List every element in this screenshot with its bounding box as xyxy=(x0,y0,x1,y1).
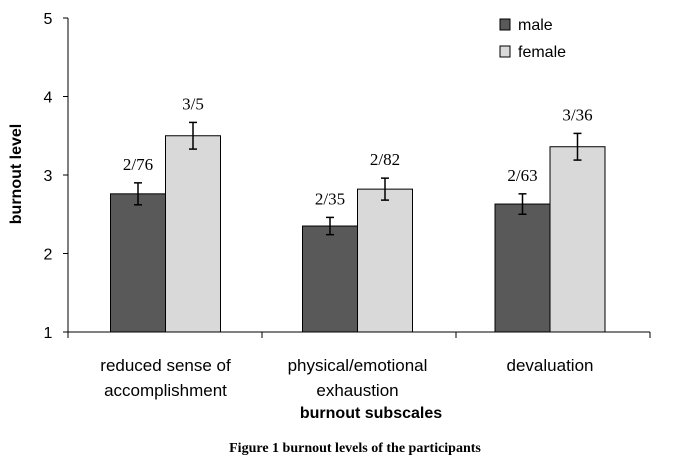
legend-swatch-female xyxy=(499,45,511,58)
category-label: devaluation xyxy=(507,356,594,375)
y-tick-label: 4 xyxy=(44,90,53,107)
data-label-female: 3/5 xyxy=(182,94,204,113)
category-label: reduced sense of xyxy=(100,356,231,375)
category-label: accomplishment xyxy=(104,381,227,400)
y-tick-label: 1 xyxy=(44,325,53,342)
legend-swatch-male xyxy=(499,18,511,31)
error-bars xyxy=(134,121,582,236)
figure-caption: Figure 1 burnout levels of the participa… xyxy=(229,441,481,456)
data-label-male: 2/63 xyxy=(507,166,537,185)
y-axis: 1 2 3 4 5 xyxy=(44,11,69,342)
category-label: physical/emotional xyxy=(288,356,428,375)
bar-female xyxy=(165,135,221,333)
bar-female xyxy=(549,146,606,333)
data-labels: 2/76 2/35 2/63 3/5 2/82 3/36 xyxy=(123,94,593,208)
x-axis-title: burnout subscales xyxy=(300,405,442,422)
bar-male xyxy=(494,203,551,333)
x-axis: reduced sense of accomplishment physical/e… xyxy=(67,331,651,400)
data-label-male: 2/35 xyxy=(315,189,345,208)
legend: male female xyxy=(499,17,566,61)
bar-female xyxy=(357,188,413,333)
data-label-female: 2/82 xyxy=(370,150,400,169)
legend-label-male: male xyxy=(518,17,553,34)
bar-male xyxy=(110,193,166,333)
y-tick-label: 5 xyxy=(44,11,53,28)
data-label-male: 2/76 xyxy=(123,155,153,174)
category-label: exhaustion xyxy=(316,381,398,400)
data-label-female: 3/36 xyxy=(562,105,592,124)
y-tick-label: 2 xyxy=(44,247,53,264)
bar-male xyxy=(302,225,358,333)
legend-label-female: female xyxy=(518,44,566,61)
y-axis-title: burnout level xyxy=(8,124,25,224)
y-tick-label: 3 xyxy=(44,168,53,185)
